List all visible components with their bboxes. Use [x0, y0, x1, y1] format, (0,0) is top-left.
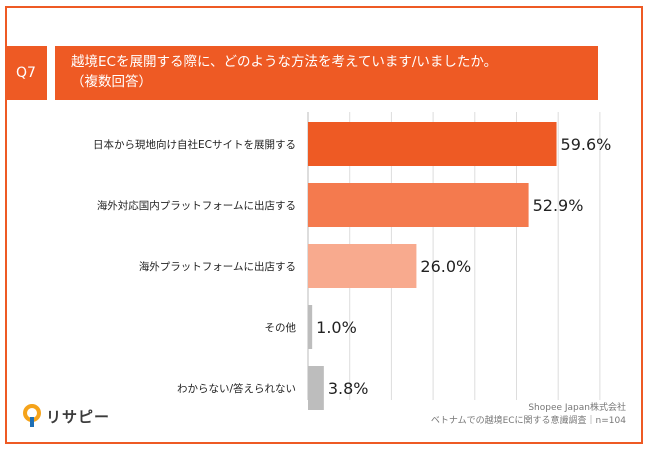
bar — [308, 244, 417, 288]
value-label: 59.6% — [561, 135, 612, 154]
value-label: 26.0% — [420, 257, 471, 276]
category-label: 海外対応国内プラットフォームに出店する — [97, 199, 296, 212]
category-label: その他 — [265, 321, 297, 334]
source-company: Shopee Japan株式会社 — [528, 403, 626, 413]
logo: リサピー — [22, 404, 110, 428]
value-label: 52.9% — [533, 196, 584, 215]
question-number-badge: Q7 — [5, 46, 47, 100]
source-survey: ベトナムでの越境ECに関する意識調査｜n=104 — [430, 416, 626, 426]
category-label: 日本から現地向け自社ECサイトを展開する — [93, 138, 296, 151]
bar — [308, 183, 529, 227]
source-credit: Shopee Japan株式会社 ベトナムでの越境ECに関する意識調査｜n=10… — [431, 402, 626, 428]
value-label: 1.0% — [316, 318, 357, 337]
question-title-box: 越境ECを展開する際に、どのような方法を考えています/いましたか。 （複数回答） — [55, 46, 598, 100]
bar — [308, 122, 557, 166]
category-label: わからない/答えられない — [177, 382, 296, 395]
pin-icon — [23, 404, 41, 427]
category-label: 海外プラットフォームに出店する — [139, 260, 296, 273]
bar — [308, 366, 324, 410]
value-label: 3.8% — [328, 379, 369, 398]
bar — [308, 305, 313, 349]
logo-text: リサピー — [46, 407, 111, 426]
question-number: Q7 — [16, 65, 36, 81]
question-note: （複数回答） — [71, 74, 152, 90]
question-text: 越境ECを展開する際に、どのような方法を考えています/いましたか。 — [71, 54, 498, 70]
